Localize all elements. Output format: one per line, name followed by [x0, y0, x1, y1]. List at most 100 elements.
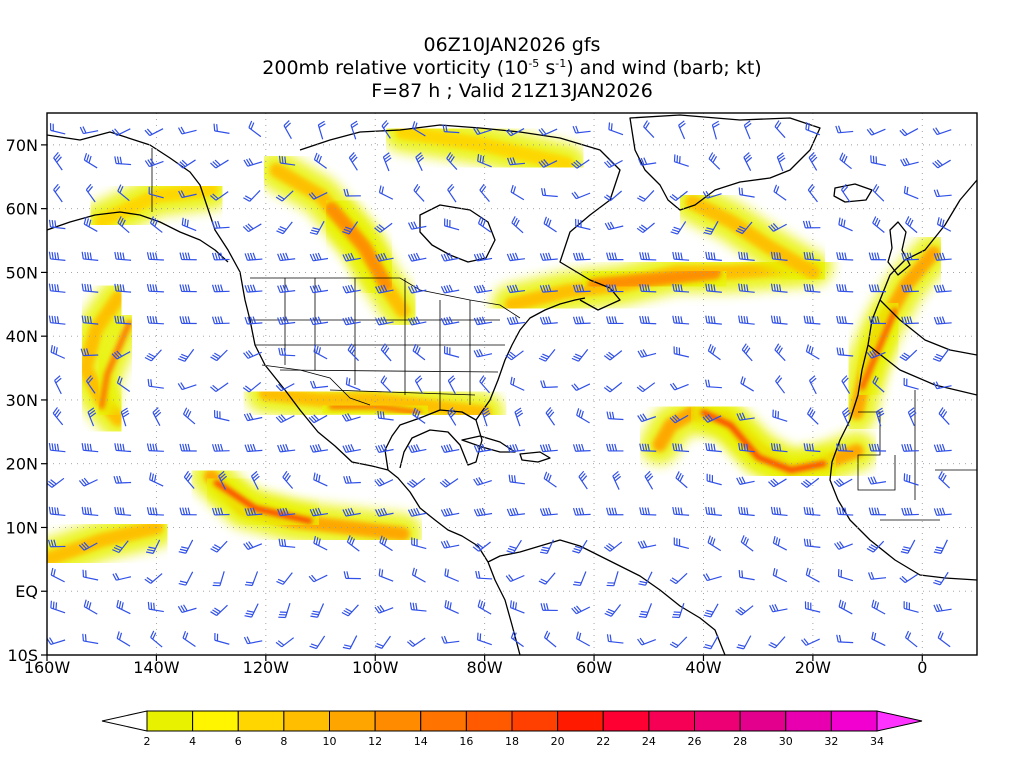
- wind-barb: [541, 188, 558, 198]
- colorbar-swatch: [465, 710, 513, 732]
- wind-barb: [341, 413, 361, 422]
- wind-barb: [83, 153, 98, 169]
- plot-area: [47, 113, 977, 655]
- wind-barb: [738, 283, 755, 293]
- wind-barb: [571, 349, 589, 362]
- wind-barb: [213, 410, 230, 422]
- wind-barb: [901, 284, 919, 293]
- wind-barb: [836, 634, 854, 644]
- wind-barb: [342, 316, 361, 326]
- wind-barb: [81, 443, 99, 453]
- wind-barb: [213, 123, 230, 134]
- wind-barb: [738, 187, 755, 198]
- wind-barb: [144, 349, 162, 362]
- wind-barb: [347, 343, 360, 362]
- wind-barb: [834, 541, 853, 550]
- colorbar: 2 4 6 8 10 12 14 16 18 20 22 24 26 28 30 32 34: [101, 710, 923, 748]
- wind-barb: [804, 601, 821, 613]
- wind-barb: [575, 631, 590, 647]
- wind-barb: [571, 159, 590, 169]
- wind-barb: [770, 315, 788, 325]
- wind-barb: [539, 507, 558, 516]
- wind-barb: [214, 633, 230, 645]
- wind-barb: [606, 443, 624, 452]
- wind-barb: [901, 252, 919, 261]
- wind-barb: [539, 252, 558, 261]
- wind-barb: [112, 540, 129, 554]
- colorbar-under-triangle: [101, 710, 148, 732]
- vorticity-band: [47, 520, 164, 567]
- wind-barb: [775, 375, 786, 394]
- wind-barb: [702, 190, 722, 199]
- wind-barb: [348, 151, 358, 171]
- wind-barb: [244, 316, 263, 325]
- wind-barb: [444, 600, 459, 615]
- colorbar-tick-label: 28: [733, 735, 747, 748]
- colorbar-swatch: [420, 710, 467, 732]
- wind-barb: [505, 350, 524, 361]
- wind-barb: [608, 122, 624, 136]
- wind-barb: [772, 409, 788, 422]
- iceland: [833, 183, 873, 203]
- wind-barb: [868, 443, 887, 452]
- wind-barb: [673, 537, 690, 550]
- colorbar-tick-label: 22: [596, 735, 610, 748]
- wind-barb: [904, 630, 918, 648]
- title-exponent-2: -1: [555, 57, 567, 70]
- wind-barb: [440, 284, 460, 294]
- wind-barb: [835, 125, 854, 134]
- wind-barb: [803, 315, 821, 325]
- wind-barb: [606, 571, 619, 587]
- wind-barb: [218, 470, 227, 490]
- wind-barb: [938, 407, 950, 425]
- wind-barb: [868, 284, 887, 293]
- wind-barb: [868, 316, 887, 325]
- wind-barb: [639, 507, 657, 516]
- wind-barb: [440, 252, 460, 262]
- wind-barb: [52, 407, 64, 426]
- wind-barb: [447, 407, 457, 426]
- wind-barb: [473, 316, 493, 326]
- wind-barb: [282, 470, 294, 489]
- wind-barb: [111, 350, 131, 360]
- colorbar-tick-label: 2: [144, 735, 151, 748]
- wind-barb: [833, 478, 853, 488]
- lat-tick-label: 70N: [6, 136, 38, 155]
- colorbar-swatch: [283, 710, 330, 732]
- wind-barb: [703, 220, 719, 235]
- wind-barb: [938, 471, 951, 489]
- colorbar-swatch: [374, 710, 422, 732]
- wind-barb: [703, 573, 722, 582]
- wind-barb: [867, 476, 887, 485]
- wind-barb: [412, 121, 426, 137]
- wind-barb: [382, 152, 392, 172]
- wind-barb: [210, 349, 228, 362]
- wind-barb: [802, 220, 821, 229]
- wind-barb: [672, 443, 690, 453]
- colorbar-tick-label: 10: [323, 735, 337, 748]
- wind-barb: [83, 599, 98, 615]
- wind-barb: [309, 284, 329, 294]
- wind-barb: [738, 442, 755, 453]
- wind-barb: [242, 223, 262, 233]
- wind-barb: [244, 571, 259, 587]
- wind-barb: [177, 604, 197, 614]
- wind-barb: [639, 443, 657, 452]
- wind-barb: [407, 507, 427, 517]
- wind-barb: [572, 284, 591, 293]
- wind-barb: [145, 539, 161, 554]
- wind-barb: [277, 284, 296, 294]
- wind-barb: [604, 159, 623, 169]
- wind-barb: [412, 407, 426, 424]
- wind-barb: [899, 128, 919, 137]
- wind-barb: [440, 316, 460, 326]
- british-isles: [887, 221, 911, 276]
- wind-barb: [342, 444, 361, 453]
- wind-barb: [576, 408, 590, 424]
- colorbar-swatch: [329, 710, 376, 732]
- wind-barb: [81, 251, 99, 261]
- wind-barb: [711, 120, 720, 140]
- colorbar-swatch: [237, 710, 285, 732]
- wind-barb: [111, 128, 131, 136]
- wind-barb: [743, 152, 753, 171]
